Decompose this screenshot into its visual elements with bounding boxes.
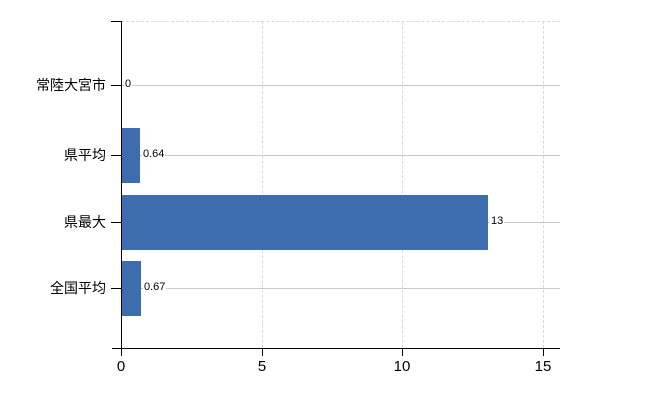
category-gridline	[121, 288, 560, 289]
y-axis-top-tick	[111, 21, 121, 22]
vertical-gridline	[262, 21, 263, 348]
category-label: 全国平均	[50, 280, 106, 296]
value-label: 13	[490, 215, 505, 228]
x-tick-label: 10	[393, 358, 411, 375]
bar-2	[122, 195, 488, 250]
x-tick-label: 5	[257, 358, 267, 375]
plot-top-gridline	[121, 21, 560, 22]
category-label: 県平均	[64, 147, 106, 163]
y-axis-tick	[111, 85, 121, 86]
value-label: 0.67	[143, 281, 167, 294]
x-tick-label: 15	[534, 358, 552, 375]
category-label: 常陸大宮市	[36, 77, 106, 93]
category-gridline	[121, 85, 560, 86]
bar-1	[122, 128, 140, 183]
value-label: 0	[124, 78, 133, 91]
x-axis-tick	[402, 348, 403, 356]
x-axis-tick	[121, 348, 122, 356]
y-axis-tick	[111, 222, 121, 223]
y-axis-tick	[111, 288, 121, 289]
x-axis-line	[112, 348, 560, 349]
category-label: 県最大	[64, 214, 106, 230]
x-tick-label: 0	[116, 358, 126, 375]
vertical-gridline	[543, 21, 544, 348]
vertical-gridline	[402, 21, 403, 348]
bar-3	[122, 261, 141, 316]
value-label: 0.64	[142, 148, 166, 161]
y-axis-line	[121, 21, 122, 348]
x-axis-tick	[543, 348, 544, 356]
y-axis-tick	[111, 155, 121, 156]
category-gridline	[121, 155, 560, 156]
x-axis-tick	[262, 348, 263, 356]
